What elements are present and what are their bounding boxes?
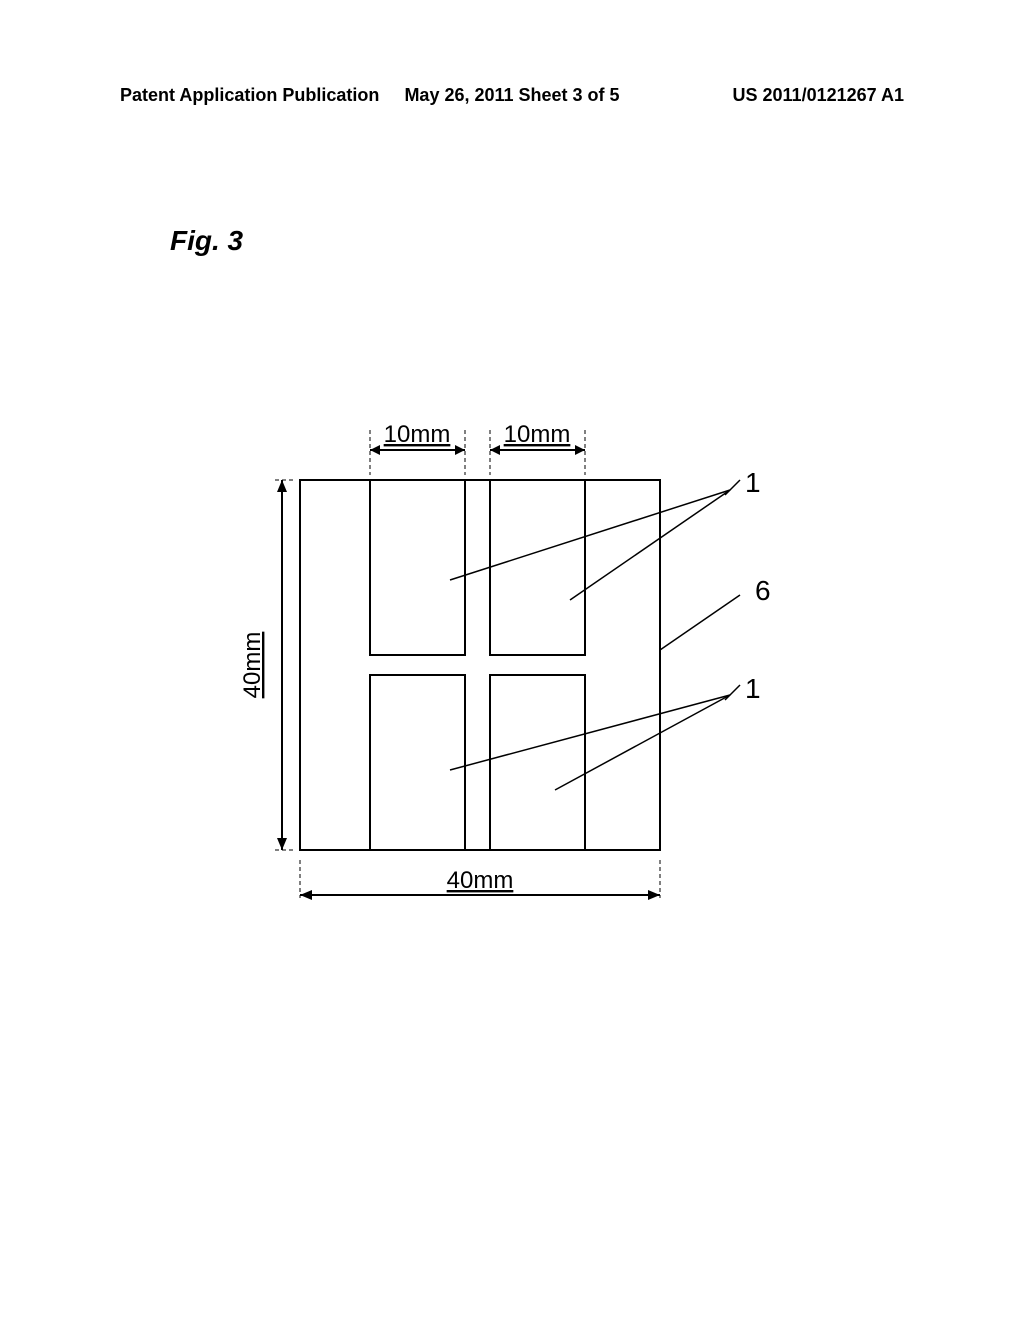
figure-label: Fig. 3 — [170, 225, 243, 257]
technical-diagram: 10mm 10mm 40mm 40mm — [200, 420, 850, 970]
header-center-text: May 26, 2011 Sheet 3 of 5 — [404, 85, 619, 106]
diagram-container: 10mm 10mm 40mm 40mm — [200, 420, 850, 970]
ref-6: 6 — [755, 575, 771, 606]
ref-1-top: 1 — [745, 467, 761, 498]
outer-box — [300, 480, 660, 850]
inner-rect-tr — [490, 480, 585, 655]
page-header: Patent Application Publication May 26, 2… — [0, 85, 1024, 106]
ref-1-bottom: 1 — [745, 673, 761, 704]
inner-rect-bl — [370, 675, 465, 850]
dim-left: 40mm — [239, 632, 266, 699]
inner-rect-tl — [370, 480, 465, 655]
header-right-text: US 2011/0121267 A1 — [733, 85, 904, 106]
dim-bottom: 40mm — [447, 867, 514, 894]
dim-top-right: 10mm — [504, 421, 571, 448]
dim-top-left: 10mm — [384, 421, 451, 448]
inner-rect-br — [490, 675, 585, 850]
header-left-text: Patent Application Publication — [120, 85, 379, 106]
